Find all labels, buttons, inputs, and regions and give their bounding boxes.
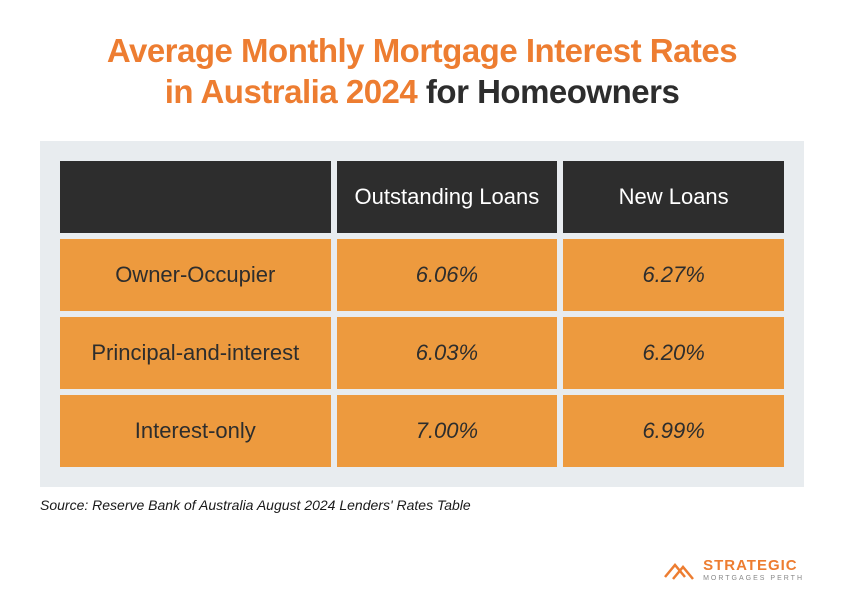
row-label: Interest-only	[60, 395, 331, 467]
header-new: New Loans	[563, 161, 784, 233]
source-text: Source: Reserve Bank of Australia August…	[40, 497, 804, 513]
rates-table: Outstanding Loans New Loans Owner-Occupi…	[54, 155, 790, 473]
title-line2-accent: in Australia 2024	[165, 73, 418, 110]
brand-logo: STRATEGIC MORTGAGES PERTH	[663, 558, 804, 582]
cell-new: 6.20%	[563, 317, 784, 389]
cell-outstanding: 6.06%	[337, 239, 558, 311]
table-row: Owner-Occupier 6.06% 6.27%	[60, 239, 784, 311]
roof-icon	[663, 559, 697, 581]
title-line1: Average Monthly Mortgage Interest Rates	[107, 32, 737, 69]
row-label: Principal-and-interest	[60, 317, 331, 389]
table-container: Outstanding Loans New Loans Owner-Occupi…	[40, 141, 804, 487]
title-line2-dark: for Homeowners	[417, 73, 679, 110]
table-row: Interest-only 7.00% 6.99%	[60, 395, 784, 467]
header-empty	[60, 161, 331, 233]
row-label: Owner-Occupier	[60, 239, 331, 311]
logo-text: STRATEGIC MORTGAGES PERTH	[703, 558, 804, 582]
table-header-row: Outstanding Loans New Loans	[60, 161, 784, 233]
logo-main: STRATEGIC	[703, 558, 804, 573]
cell-new: 6.99%	[563, 395, 784, 467]
table-row: Principal-and-interest 6.03% 6.20%	[60, 317, 784, 389]
cell-new: 6.27%	[563, 239, 784, 311]
page-title: Average Monthly Mortgage Interest Rates …	[40, 30, 804, 113]
cell-outstanding: 7.00%	[337, 395, 558, 467]
cell-outstanding: 6.03%	[337, 317, 558, 389]
logo-sub: MORTGAGES PERTH	[703, 575, 804, 582]
header-outstanding: Outstanding Loans	[337, 161, 558, 233]
